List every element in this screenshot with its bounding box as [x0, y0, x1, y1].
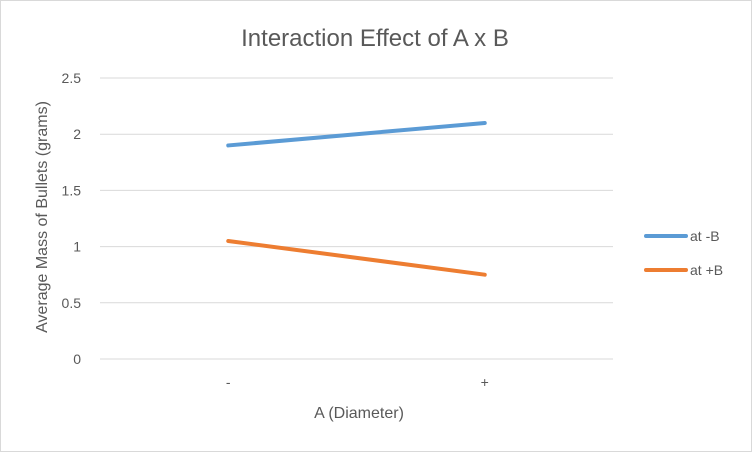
- series-lines: [226, 120, 487, 277]
- y-tick-label: 1.5: [62, 182, 82, 198]
- series-line-1: [226, 238, 487, 277]
- legend: at -B at +B: [644, 228, 723, 278]
- y-tick-label: 0.5: [62, 295, 82, 311]
- y-tick-label: 0: [73, 351, 81, 367]
- y-tick-label: 2.5: [62, 70, 82, 86]
- legend-label-0: at -B: [690, 228, 720, 244]
- x-tick-label: +: [481, 374, 489, 390]
- x-axis-ticks: - +: [226, 374, 489, 390]
- chart-title: Interaction Effect of A x B: [241, 25, 509, 52]
- gridlines: [100, 77, 613, 360]
- legend-label-1: at +B: [690, 262, 723, 278]
- y-tick-label: 2: [73, 126, 81, 142]
- x-axis-label: A (Diameter): [314, 405, 404, 422]
- x-tick-label: -: [226, 374, 231, 390]
- series-line-0: [226, 120, 487, 148]
- y-axis-label: Average Mass of Bullets (grams): [34, 101, 51, 333]
- y-axis-ticks: 0 0.5 1 1.5 2 2.5: [62, 70, 82, 367]
- y-tick-label: 1: [73, 239, 81, 255]
